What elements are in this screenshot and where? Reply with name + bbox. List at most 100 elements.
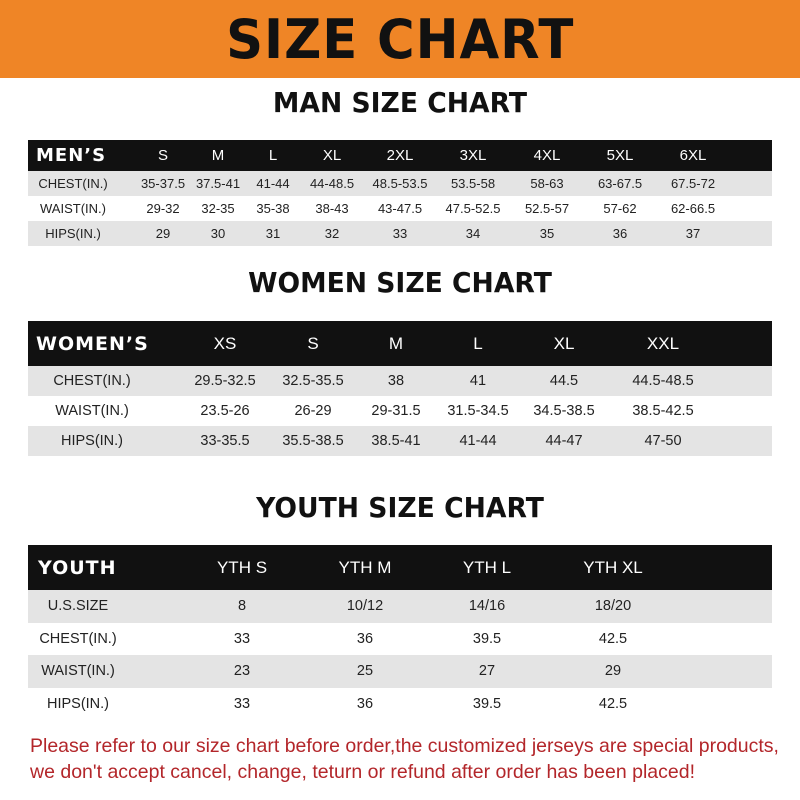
size-value-cell: 29-31.5 <box>371 403 421 419</box>
men-section-title: MAN SIZE CHART <box>272 86 528 119</box>
table-row: WAIST(IN.) 23.5-26 26-29 29-31.5 31.5-34.5 34… <box>28 396 772 426</box>
measurement-label: HIPS(IN.) <box>46 695 110 712</box>
size-value-cell: 39.5 <box>472 695 502 712</box>
size-value-cell: 29 <box>604 663 622 680</box>
size-value-cell: 32 <box>324 226 340 241</box>
size-value-cell: 18/20 <box>594 598 632 615</box>
size-value-cell: 38-43 <box>315 201 349 216</box>
size-value-cell: 53.5-58 <box>450 176 496 191</box>
size-value-cell: 38.5-41 <box>371 433 421 449</box>
size-value-cell: 29-32 <box>146 201 180 216</box>
size-value-cell: 41 <box>469 373 487 389</box>
size-value-cell: 30 <box>210 226 226 241</box>
size-value-cell: 29.5-32.5 <box>194 373 256 389</box>
size-value-cell: 37 <box>685 226 701 241</box>
size-column-header: XXL <box>646 333 680 353</box>
measurement-label: WAIST(IN.) <box>55 403 129 419</box>
measurement-label: WAIST(IN.) <box>40 201 106 216</box>
size-value-cell: 38 <box>387 373 405 389</box>
size-value-cell: 38.5-42.5 <box>632 403 694 419</box>
size-value-cell: 57-62 <box>603 201 637 216</box>
women-section-title: WOMEN SIZE CHART <box>248 266 552 299</box>
size-value-cell: 63-67.5 <box>597 176 643 191</box>
size-value-cell: 35 <box>539 226 555 241</box>
size-value-cell: 33 <box>233 630 251 647</box>
size-value-cell: 33 <box>392 226 408 241</box>
size-value-cell: 62-66.5 <box>670 201 716 216</box>
table-row: WAIST(IN.) 23 25 27 29 <box>28 655 772 688</box>
size-value-cell: 42.5 <box>598 630 628 647</box>
table-row: CHEST(IN.) 29.5-32.5 32.5-35.5 38 41 44.5 44.5… <box>28 366 772 396</box>
size-value-cell: 44-47 <box>545 433 583 449</box>
women-size-table: WOMEN’S XS S M L XL XXL CHEST(IN.) 29.5-32.5 32.5… <box>28 321 772 456</box>
size-column-header: XL <box>322 147 342 164</box>
measurement-label: CHEST(IN.) <box>39 630 117 647</box>
size-value-cell: 35-38 <box>256 201 290 216</box>
size-value-cell: 35-37.5 <box>140 176 186 191</box>
size-value-cell: 32.5-35.5 <box>282 373 344 389</box>
size-column-header: 3XL <box>459 147 487 164</box>
size-value-cell: 10/12 <box>346 598 384 615</box>
size-value-cell: 52.5-57 <box>524 201 570 216</box>
size-value-cell: 58-63 <box>530 176 564 191</box>
size-value-cell: 44-48.5 <box>309 176 355 191</box>
table-corner-label: YOUTH <box>38 556 117 579</box>
size-value-cell: 36 <box>356 630 374 647</box>
size-value-cell: 32-35 <box>201 201 235 216</box>
table-corner-label: MEN’S <box>36 145 107 166</box>
table-row: HIPS(IN.) 29 30 31 32 33 34 35 36 37 <box>28 221 772 246</box>
size-value-cell: 37.5-41 <box>195 176 241 191</box>
size-value-cell: 39.5 <box>472 630 502 647</box>
table-header-row: YOUTH YTH S YTH M YTH L YTH XL <box>28 545 772 590</box>
size-value-cell: 41-44 <box>459 433 497 449</box>
youth-section-title: YOUTH SIZE CHART <box>256 491 544 524</box>
size-column-header: 2XL <box>386 147 414 164</box>
banner-title: SIZE CHART <box>225 7 575 71</box>
size-value-cell: 44.5-48.5 <box>632 373 694 389</box>
size-column-header: YTH L <box>462 557 512 577</box>
size-value-cell: 42.5 <box>598 695 628 712</box>
size-value-cell: 48.5-53.5 <box>372 176 428 191</box>
size-value-cell: 36 <box>356 695 374 712</box>
table-row: CHEST(IN.) 33 36 39.5 42.5 <box>28 622 772 655</box>
size-value-cell: 44.5 <box>549 373 579 389</box>
size-column-header: XL <box>553 333 575 353</box>
size-column-header: 5XL <box>606 147 634 164</box>
size-value-cell: 34 <box>465 226 481 241</box>
table-row: CHEST(IN.) 35-37.5 37.5-41 41-44 44-48.5 48.5… <box>28 171 772 196</box>
size-column-header: M <box>211 147 225 164</box>
measurement-label: WAIST(IN.) <box>41 663 115 680</box>
size-column-header: S <box>157 147 169 164</box>
size-value-cell: 47.5-52.5 <box>445 201 501 216</box>
size-value-cell: 25 <box>356 663 374 680</box>
size-value-cell: 43-47.5 <box>377 201 423 216</box>
size-column-header: L <box>268 147 278 164</box>
table-row: U.S.SIZE 8 10/12 14/16 18/20 <box>28 590 772 623</box>
table-corner-label: WOMEN’S <box>36 332 149 355</box>
size-value-cell: 47-50 <box>644 433 682 449</box>
size-column-header: XS <box>213 333 237 353</box>
table-header-row: MEN’S S M L XL 2XL 3XL 4XL 5XL 6XL <box>28 140 772 171</box>
size-value-cell: 31 <box>265 226 281 241</box>
measurement-label: HIPS(IN.) <box>60 433 124 449</box>
measurement-label: U.S.SIZE <box>47 598 109 615</box>
measurement-label: HIPS(IN.) <box>45 226 101 241</box>
size-value-cell: 31.5-34.5 <box>447 403 509 419</box>
size-value-cell: 8 <box>237 598 247 615</box>
size-column-header: YTH XL <box>583 557 643 577</box>
size-value-cell: 33-35.5 <box>200 433 250 449</box>
size-column-header: M <box>388 333 404 353</box>
measurement-label: CHEST(IN.) <box>53 373 131 389</box>
size-value-cell: 23 <box>233 663 251 680</box>
disclaimer: Please refer to our size chart before or… <box>30 733 780 785</box>
size-value-cell: 29 <box>155 226 171 241</box>
size-value-cell: 14/16 <box>468 598 506 615</box>
size-column-header: 6XL <box>679 147 707 164</box>
size-value-cell: 35.5-38.5 <box>282 433 344 449</box>
size-column-header: S <box>307 333 319 353</box>
size-column-header: 4XL <box>533 147 561 164</box>
size-value-cell: 23.5-26 <box>200 403 250 419</box>
banner: SIZE CHART <box>0 0 800 78</box>
men-size-table: MEN’S S M L XL 2XL 3XL 4XL 5XL 6XL CHEST(IN.) 35-37… <box>28 140 772 246</box>
table-row: WAIST(IN.) 29-32 32-35 35-38 38-43 43-47.5 47.… <box>28 196 772 221</box>
